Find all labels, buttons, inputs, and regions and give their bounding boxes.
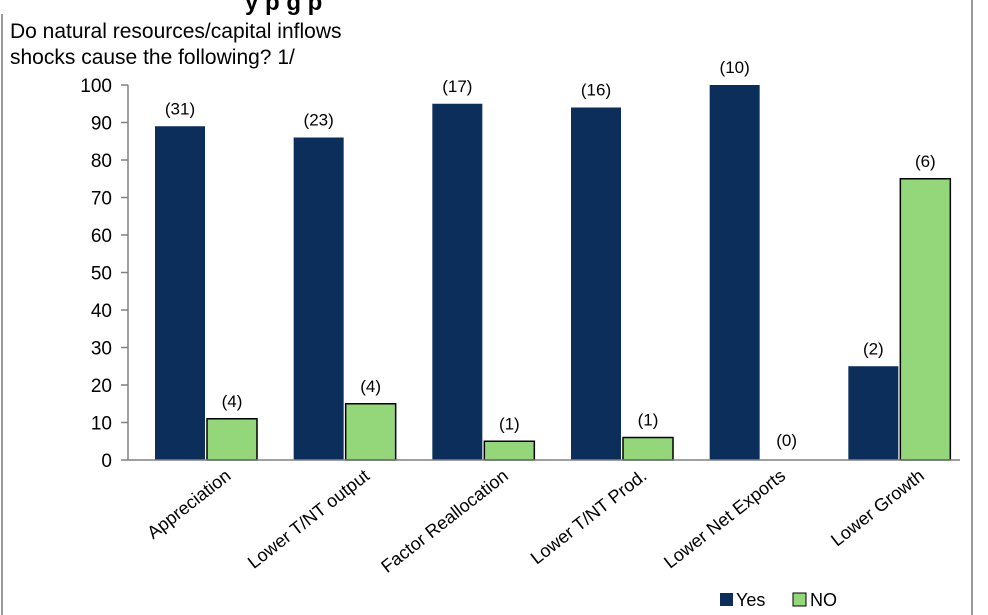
y-tick-label: 100 (80, 76, 112, 97)
y-tick-label: 20 (91, 376, 112, 397)
header-fragment: y p g p (245, 0, 322, 16)
y-axis: 0 10 20 30 40 50 60 70 80 90 100 (80, 76, 129, 472)
bar-no (344, 403, 397, 461)
data-label: (10) (720, 58, 750, 77)
bar-yes (155, 126, 205, 460)
bar-yes (571, 107, 621, 460)
y-tick-label: 50 (91, 264, 112, 285)
data-label: (4) (360, 377, 381, 396)
data-label: (17) (442, 77, 472, 96)
y-tick-label: 40 (91, 301, 112, 322)
data-label: (4) (222, 392, 243, 411)
bar-no (899, 178, 952, 461)
legend: Yes NO (720, 590, 837, 610)
y-tick-label: 60 (91, 226, 112, 247)
chart-title-line-2: shocks cause the following? 1/ (10, 46, 295, 69)
bar-no (622, 436, 674, 461)
data-label: (1) (638, 411, 659, 430)
data-label: (23) (304, 111, 334, 130)
bars: (31) (4) (23) (4) (17) (1) (16) (1) (10) (0) (2) (6… (155, 58, 952, 461)
y-tick-label: 10 (91, 414, 112, 435)
y-tick-label: 30 (91, 339, 112, 360)
data-label: (31) (165, 99, 195, 118)
y-tick-label: 0 (101, 451, 112, 472)
bar-yes (293, 137, 344, 460)
y-tick-label: 90 (91, 114, 112, 135)
legend-swatch-no (792, 592, 807, 607)
data-label: (2) (863, 339, 884, 358)
bar-yes (709, 85, 760, 460)
bar-yes (432, 103, 483, 460)
legend-label-no: NO (810, 590, 837, 610)
legend-label-yes: Yes (736, 590, 765, 610)
y-tick-label: 70 (91, 189, 112, 210)
legend-swatch-yes (720, 593, 733, 606)
data-label: (16) (581, 81, 611, 100)
y-tick-label: 80 (91, 151, 112, 172)
bar-yes (848, 366, 899, 460)
data-label: (0) (776, 431, 797, 450)
bar-no (206, 418, 258, 461)
data-label: (6) (915, 152, 936, 171)
data-label: (1) (499, 414, 520, 433)
bar-no (483, 440, 536, 461)
chart-title-line-1: Do natural resources/capital inflows (10, 20, 342, 43)
